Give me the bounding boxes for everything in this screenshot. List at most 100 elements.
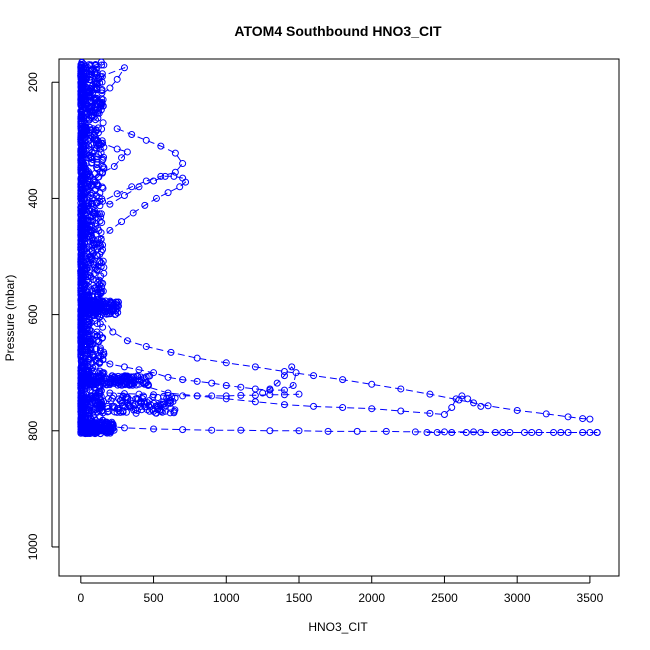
data-point	[113, 145, 121, 153]
data-point	[106, 200, 114, 208]
data-point	[85, 202, 93, 210]
data-point	[87, 97, 95, 105]
data-point	[470, 399, 478, 407]
data-point	[470, 428, 478, 436]
data-point	[118, 154, 126, 162]
data-point	[142, 177, 150, 185]
data-point	[108, 394, 116, 402]
y-tick-label: 200	[26, 72, 40, 92]
data-point	[165, 398, 173, 406]
data-point	[132, 406, 140, 414]
data-point	[164, 399, 172, 407]
data-point	[179, 426, 187, 434]
data-point	[368, 405, 376, 413]
data-point	[491, 429, 499, 437]
data-point	[135, 366, 143, 374]
data-point	[92, 126, 100, 134]
data-point	[458, 392, 466, 400]
data-point	[426, 409, 434, 417]
data-point	[78, 203, 86, 211]
data-point	[90, 298, 98, 306]
data-point	[81, 107, 89, 115]
data-point	[90, 113, 98, 121]
chart-title: ATOM4 Southbound HNO3_CIT	[234, 23, 442, 39]
data-point	[98, 99, 106, 107]
x-tick-label: 3500	[577, 591, 604, 605]
data-point	[128, 131, 136, 139]
data-point	[440, 428, 448, 436]
data-point	[170, 172, 178, 180]
data-point	[87, 71, 95, 79]
data-point	[97, 290, 105, 298]
data-point	[103, 375, 111, 383]
data-point	[80, 274, 88, 282]
data-point	[141, 201, 149, 209]
data-point	[88, 195, 96, 203]
data-point	[137, 398, 145, 406]
data-point	[98, 427, 106, 435]
data-point	[251, 391, 259, 399]
data-point	[114, 378, 122, 386]
data-point	[82, 395, 90, 403]
data-point	[90, 226, 98, 234]
data-point	[78, 125, 86, 133]
data-point	[150, 425, 158, 433]
data-point	[96, 381, 104, 389]
data-point	[160, 403, 168, 411]
data-point	[99, 279, 107, 287]
data-point	[292, 369, 300, 377]
data-point	[110, 403, 118, 411]
data-point	[81, 281, 89, 289]
data-point	[78, 239, 86, 247]
data-point	[579, 415, 587, 423]
data-point	[266, 391, 274, 399]
data-point	[513, 406, 521, 414]
data-point	[102, 427, 110, 435]
data-point	[171, 168, 179, 176]
data-point	[93, 161, 101, 169]
data-point	[89, 353, 97, 361]
data-point	[92, 144, 100, 152]
data-point	[99, 119, 107, 127]
data-point	[87, 401, 95, 409]
series-line	[83, 337, 297, 394]
x-tick-label: 1500	[286, 591, 313, 605]
data-point	[77, 216, 85, 224]
data-point	[92, 65, 100, 73]
data-point	[462, 429, 470, 437]
x-tick-label: 3000	[504, 591, 531, 605]
data-point	[586, 415, 594, 423]
data-point	[96, 400, 104, 408]
data-point	[79, 329, 87, 337]
data-point	[433, 429, 441, 437]
data-point	[136, 399, 144, 407]
data-point	[116, 397, 124, 405]
data-point	[154, 405, 162, 413]
data-point	[106, 360, 114, 368]
data-point	[289, 381, 297, 389]
data-point	[157, 172, 165, 180]
data-point	[222, 392, 230, 400]
data-point	[193, 377, 201, 385]
data-points	[77, 58, 601, 438]
data-point	[90, 270, 98, 278]
data-point	[179, 160, 187, 168]
data-point	[208, 426, 216, 434]
y-axis: 200 400 600 800 1000	[26, 72, 59, 560]
data-point	[79, 419, 87, 427]
data-point	[93, 210, 101, 218]
data-point	[129, 209, 137, 217]
data-point	[542, 410, 550, 418]
data-point	[78, 153, 86, 161]
data-point	[84, 318, 92, 326]
data-point	[86, 123, 94, 131]
data-point	[77, 267, 85, 275]
data-point	[119, 373, 127, 381]
data-point	[237, 383, 245, 391]
data-point	[110, 162, 118, 170]
data-point	[113, 125, 121, 133]
data-point	[78, 398, 86, 406]
data-point	[94, 372, 102, 380]
data-point	[84, 423, 92, 431]
